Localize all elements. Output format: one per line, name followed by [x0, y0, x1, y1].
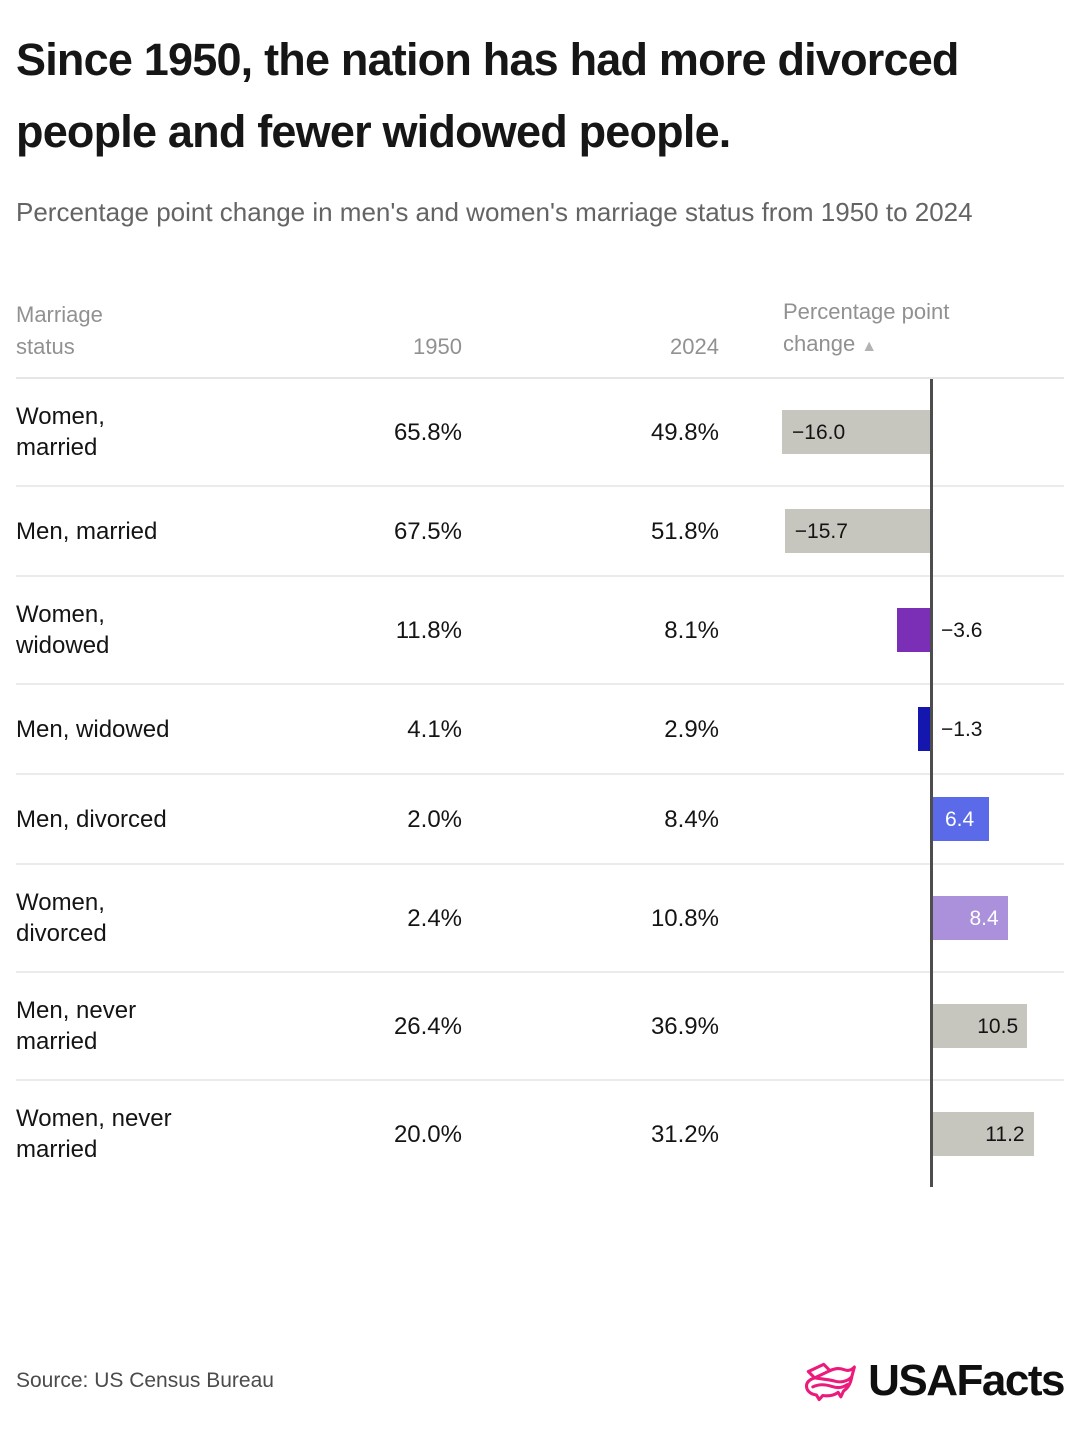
- change-value-label: 10.5: [977, 1014, 1019, 1038]
- table-row: Women, married 65.8% 49.8% −16.0: [16, 379, 1064, 487]
- column-header-change-sort[interactable]: Percentage point change ▲: [719, 296, 1064, 363]
- change-value-label: −16.0: [792, 420, 846, 444]
- change-bar: [917, 707, 930, 751]
- change-bar-cell: 11.2: [719, 1112, 1064, 1156]
- change-value-label: 8.4: [969, 906, 999, 930]
- table-row: Men, married 67.5% 51.8% −15.7: [16, 487, 1064, 577]
- change-bar: −15.7: [784, 509, 930, 553]
- change-bar-cell: −3.6: [719, 608, 1064, 652]
- value-1950-cell: 4.1%: [407, 715, 462, 743]
- change-bar-cell: −16.0: [719, 410, 1064, 454]
- status-cell: Men, widowed: [16, 715, 170, 743]
- change-value-label-wrap: −1.3: [941, 707, 982, 751]
- footer: Source: US Census Bureau USAFacts: [16, 1356, 1065, 1406]
- usa-map-ribbon-icon: [805, 1362, 857, 1401]
- column-header-marriage-status: Marriage status: [16, 302, 103, 359]
- column-header-1950: 1950: [413, 334, 462, 359]
- change-bar: 8.4: [930, 896, 1008, 940]
- status-cell: Women, never married: [16, 1105, 172, 1163]
- column-header-2024: 2024: [670, 334, 719, 359]
- table-row: Women, never married 20.0% 31.2% 11.2: [16, 1081, 1064, 1187]
- change-bar-track: −15.7: [719, 509, 1064, 553]
- table-row: Women, divorced 2.4% 10.8% 8.4: [16, 865, 1064, 973]
- change-bar: 11.2: [930, 1112, 1034, 1156]
- column-header-change-label: Percentage point change: [783, 299, 950, 356]
- change-bar: 10.5: [930, 1004, 1028, 1048]
- usafacts-logo-text: USAFacts: [868, 1356, 1065, 1405]
- change-bar-cell: 8.4: [719, 896, 1064, 940]
- value-2024-cell: 36.9%: [650, 1012, 719, 1040]
- source-note: Source: US Census Bureau: [16, 1369, 274, 1392]
- change-bar: −16.0: [782, 410, 930, 454]
- change-value-label: −15.7: [794, 519, 848, 543]
- value-1950-cell: 2.0%: [407, 805, 462, 833]
- change-value-label-wrap: −3.6: [941, 608, 982, 652]
- value-2024-cell: 8.4%: [664, 805, 719, 833]
- value-1950-cell: 20.0%: [393, 1120, 462, 1148]
- change-value-label: 11.2: [985, 1122, 1025, 1146]
- change-bar-cell: 10.5: [719, 1004, 1064, 1048]
- page-title: Since 1950, the nation has had more divo…: [16, 34, 959, 157]
- status-cell: Women, divorced: [16, 889, 107, 947]
- status-cell: Women, married: [16, 403, 105, 461]
- value-2024-cell: 51.8%: [650, 517, 719, 545]
- change-bar-cell: 6.4: [719, 797, 1064, 841]
- change-bar-track: 6.4: [719, 797, 1064, 841]
- status-cell: Men, divorced: [16, 805, 167, 833]
- table-body: Women, married 65.8% 49.8% −16.0 Men, marrie…: [16, 379, 1064, 1187]
- change-bar-track: −3.6: [719, 608, 1064, 652]
- value-1950-cell: 26.4%: [393, 1012, 462, 1040]
- change-value-label: 6.4: [944, 807, 975, 831]
- zero-axis-line: [930, 379, 933, 1187]
- change-bar: 6.4: [930, 797, 990, 841]
- change-bar-cell: −1.3: [719, 707, 1064, 751]
- change-bar: [896, 608, 930, 652]
- change-bar-track: −16.0: [719, 410, 1064, 454]
- value-1950-cell: 67.5%: [393, 517, 462, 545]
- value-2024-cell: 8.1%: [664, 616, 719, 644]
- table-row: Men, widowed 4.1% 2.9% −1.3: [16, 685, 1064, 775]
- chart-subtitle: Percentage point change in men's and wom…: [16, 197, 973, 227]
- value-2024-cell: 10.8%: [650, 904, 719, 932]
- usafacts-logo: USAFacts: [802, 1356, 1065, 1406]
- value-1950-cell: 2.4%: [407, 904, 462, 932]
- change-bar-track: 8.4: [719, 896, 1064, 940]
- change-bar-track: 11.2: [719, 1112, 1064, 1156]
- change-bar-track: 10.5: [719, 1004, 1064, 1048]
- table-row: Men, never married 26.4% 36.9% 10.5: [16, 973, 1064, 1081]
- sort-ascending-icon[interactable]: ▲: [861, 338, 878, 355]
- table-row: Men, divorced 2.0% 8.4% 6.4: [16, 775, 1064, 865]
- value-2024-cell: 49.8%: [650, 418, 719, 446]
- table-header-row: Marriage status 1950 2024 Percentage poi…: [16, 296, 1064, 379]
- table-row: Women, widowed 11.8% 8.1% −3.6: [16, 577, 1064, 685]
- marriage-status-table: Marriage status 1950 2024 Percentage poi…: [16, 296, 1064, 1187]
- change-bar-track: −1.3: [719, 707, 1064, 751]
- value-1950-cell: 11.8%: [395, 616, 462, 644]
- value-2024-cell: 31.2%: [650, 1120, 719, 1148]
- status-cell: Women, widowed: [16, 601, 110, 659]
- change-value-label: −3.6: [941, 618, 983, 642]
- status-cell: Men, married: [16, 517, 158, 545]
- value-2024-cell: 2.9%: [664, 715, 719, 743]
- change-value-label: −1.3: [941, 717, 983, 741]
- change-bar-cell: −15.7: [719, 509, 1064, 553]
- status-cell: Men, never married: [16, 997, 137, 1055]
- value-1950-cell: 65.8%: [393, 418, 462, 446]
